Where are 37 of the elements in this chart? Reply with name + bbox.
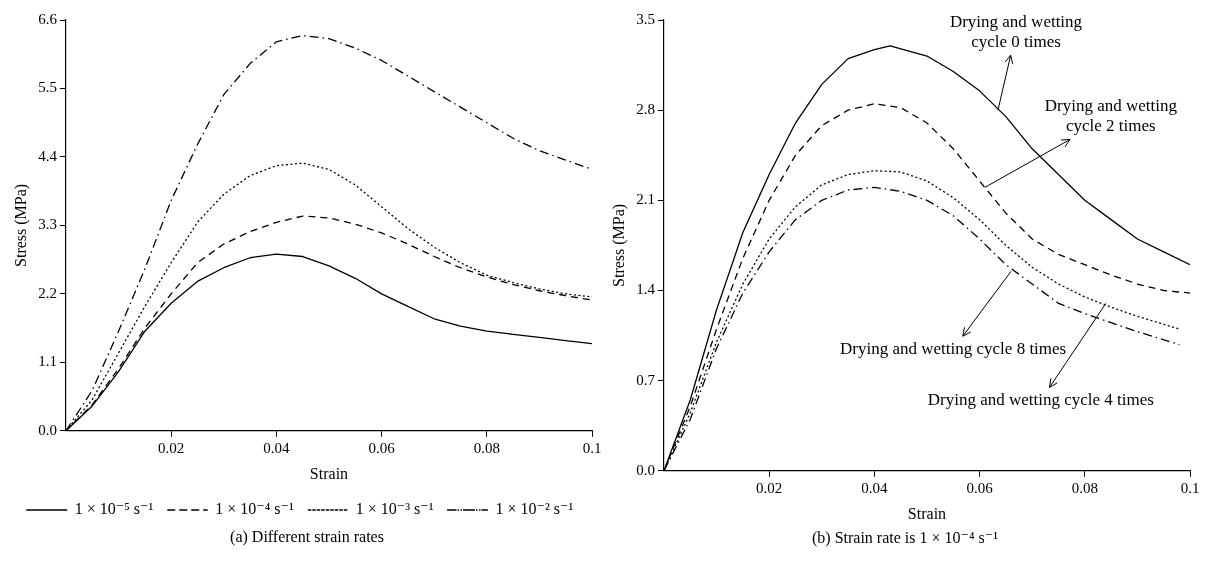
y-tick-label: 4.4 bbox=[38, 147, 58, 164]
y-tick-label: 2.8 bbox=[636, 101, 655, 118]
text: (a) Different strain rates bbox=[229, 528, 385, 546]
annotation: Drying and wetting cycle 2 times bbox=[1044, 95, 1178, 135]
x-tick-label: 0.02 bbox=[158, 439, 185, 456]
y-axis-title: Stress (MPa) bbox=[609, 203, 628, 287]
text: 0.0 bbox=[38, 421, 57, 438]
x-tick-label: 0.08 bbox=[473, 439, 500, 456]
x-tick-label: 0.02 bbox=[756, 479, 783, 496]
x-tick-label: 0.06 bbox=[368, 439, 396, 456]
y-tick-label: 5.5 bbox=[38, 79, 57, 96]
legend-label: 1 × 10⁻² s⁻¹ bbox=[495, 500, 574, 518]
y-tick-label: 1.1 bbox=[38, 353, 57, 370]
y-tick-label: 1.4 bbox=[636, 281, 656, 298]
x-axis-title: Strain bbox=[309, 464, 349, 482]
annotation: Drying and wetting cycle 4 times bbox=[927, 389, 1154, 409]
y-tick-label: 6.6 bbox=[38, 10, 58, 27]
x-tick-label: 0.08 bbox=[1071, 479, 1098, 496]
text: (b) Strain rate is 1 × 10⁻⁴ s⁻¹ bbox=[810, 528, 999, 547]
annotation: Drying and wetting cycle 8 times bbox=[840, 338, 1067, 358]
x-tick-label: 0.06 bbox=[966, 479, 994, 496]
legend-label: 1 × 10⁻⁵ s⁻¹ bbox=[74, 500, 154, 518]
y-tick-label: 0.7 bbox=[636, 371, 656, 388]
y-tick-label: 2.2 bbox=[38, 284, 57, 301]
y-tick-label: 3.5 bbox=[636, 10, 655, 27]
x-tick-label: 0.1 bbox=[1180, 479, 1200, 496]
legend-label: 1 × 10⁻³ s⁻¹ bbox=[355, 500, 434, 518]
x-tick-label: 0.04 bbox=[861, 479, 888, 496]
annotation: Drying and wetting cycle 0 times bbox=[949, 11, 1083, 51]
x-tick-label: 0.1 bbox=[582, 439, 602, 456]
x-tick-label: 0.04 bbox=[263, 439, 290, 456]
text: 0.0 bbox=[636, 461, 655, 478]
legend-label: 1 × 10⁻⁴ s⁻¹ bbox=[215, 500, 294, 518]
y-tick-label: 2.1 bbox=[636, 191, 655, 208]
y-axis-title: Stress (MPa) bbox=[11, 183, 30, 267]
y-tick-label: 3.3 bbox=[38, 216, 57, 233]
x-axis-title: Strain bbox=[907, 504, 947, 522]
